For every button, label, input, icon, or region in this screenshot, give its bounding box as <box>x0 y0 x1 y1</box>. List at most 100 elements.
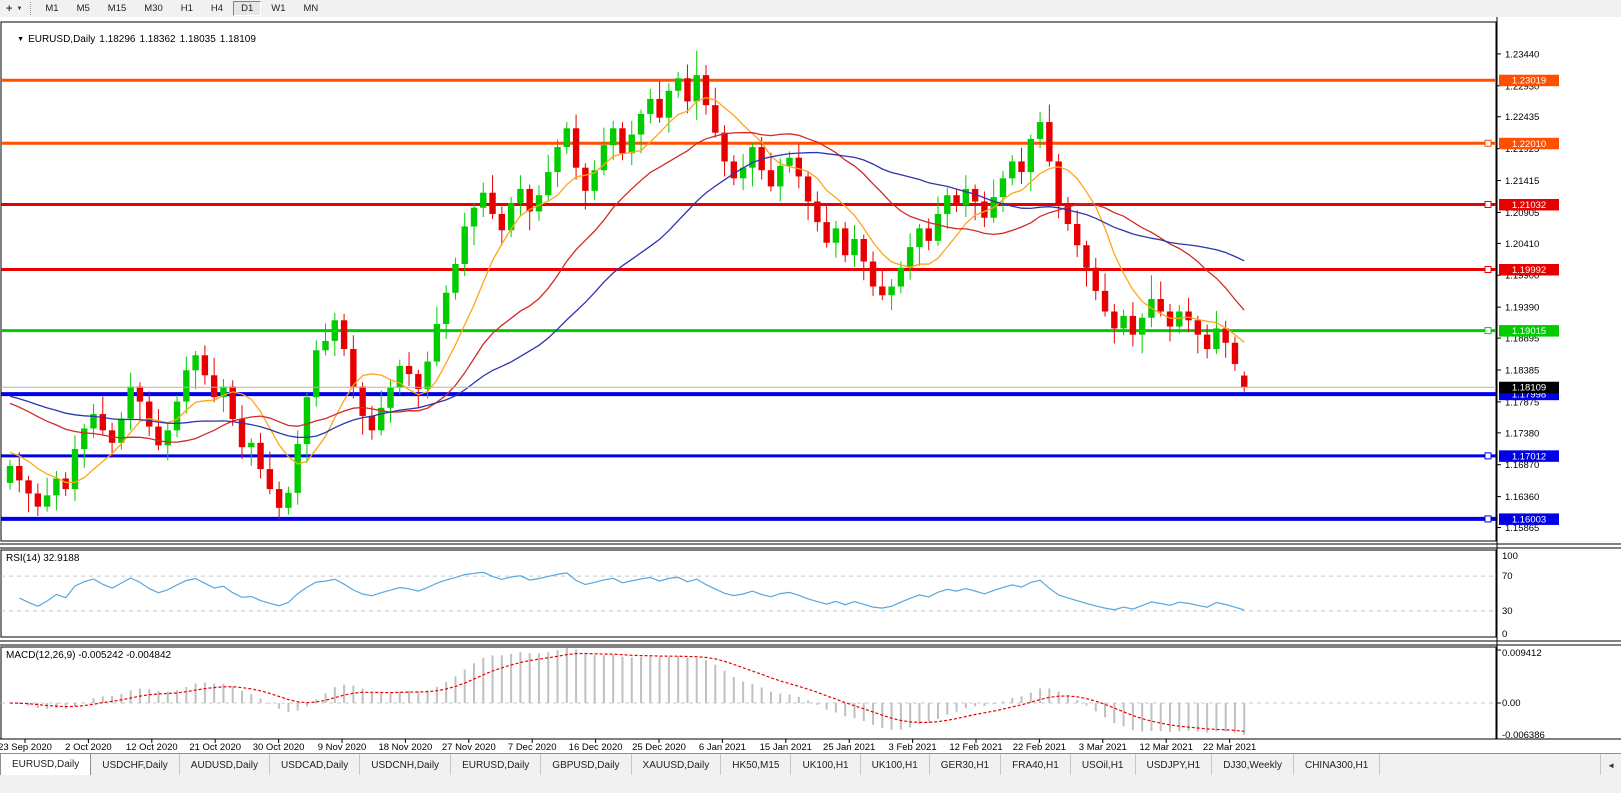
candle-body <box>582 167 589 191</box>
timeframe-button-M30[interactable]: M30 <box>144 3 163 14</box>
date-label: 7 Dec 2020 <box>508 742 557 753</box>
price-line-tag <box>1499 137 1559 150</box>
price-tick-label: 1.19390 <box>1505 303 1539 314</box>
candle-body <box>210 375 218 398</box>
crosshair-tool-icon[interactable]: + <box>6 2 13 15</box>
chart-tab-USDCHF-Daily[interactable]: USDCHF,Daily <box>91 754 180 776</box>
chart-tab-UK100-H1[interactable]: UK100,H1 <box>861 754 930 776</box>
line-endpoint-marker[interactable] <box>1484 327 1492 335</box>
chart-canvas[interactable]: 1.23440 1.22930 1.22435 1.21925 1.21415 1.209… <box>0 17 1621 753</box>
macd-tick-label: 0.00 <box>1502 698 1521 709</box>
chart-tab-USOil-H1[interactable]: USOil,H1 <box>1071 754 1136 776</box>
candle-body <box>378 407 385 431</box>
chart-tab-DJ30-Weekly[interactable]: DJ30,Weekly <box>1212 754 1294 776</box>
candle-body <box>1129 315 1137 335</box>
timeframe-button-M1[interactable]: M1 <box>45 3 59 14</box>
candle-body <box>183 370 190 402</box>
price-line-tag-label: 1.22010 <box>1512 139 1546 150</box>
chart-symbol-period: EURUSD,Daily <box>28 34 96 45</box>
price-line-tag <box>1499 74 1559 87</box>
candle-body <box>285 492 292 508</box>
candle-body <box>981 201 988 218</box>
timeframe-button-M5[interactable]: M5 <box>76 3 90 14</box>
date-label: 15 Jan 2021 <box>760 742 812 753</box>
chart-tab-EURUSD-Daily[interactable]: EURUSD,Daily <box>451 754 542 776</box>
candle-body <box>906 247 914 268</box>
chart-tab-EURUSD-Daily[interactable]: EURUSD,Daily <box>0 753 92 776</box>
timeframe-button-H4[interactable]: H4 <box>210 3 224 14</box>
candle-body <box>53 478 60 496</box>
candle-body <box>1157 299 1164 312</box>
candle-body <box>118 418 125 443</box>
date-label: 12 Oct 2020 <box>126 742 178 753</box>
candle-body <box>693 75 700 102</box>
candle-body <box>396 365 403 388</box>
chart-tab-HK50-M15[interactable]: HK50,M15 <box>721 754 792 776</box>
price-tick-label: 1.20410 <box>1505 239 1539 250</box>
line-endpoint-marker[interactable] <box>1484 139 1492 147</box>
chart-tab-CHINA300-H1[interactable]: CHINA300,H1 <box>1294 754 1381 776</box>
date-label: 16 Dec 2020 <box>569 742 623 753</box>
candle-body <box>461 226 468 264</box>
ohlc-high: 1.18362 <box>139 34 176 45</box>
candle-body <box>220 386 227 398</box>
caret-down-icon[interactable]: ▼ <box>16 5 23 12</box>
tab-scroll-left-icon[interactable]: ◄ <box>1607 760 1615 770</box>
chart-tab-USDCAD-Daily[interactable]: USDCAD,Daily <box>270 754 361 776</box>
chart-tab-XAUUSD-Daily[interactable]: XAUUSD,Daily <box>632 754 722 776</box>
candle-body <box>1064 203 1072 224</box>
date-label: 27 Nov 2020 <box>442 742 496 753</box>
candle-body <box>359 386 366 416</box>
candle-body <box>851 238 858 256</box>
candle-body <box>628 134 635 154</box>
line-endpoint-marker[interactable] <box>1484 515 1492 523</box>
candle-body <box>498 213 506 231</box>
date-label: 23 Sep 2020 <box>0 742 52 753</box>
chart-tab-FRA40-H1[interactable]: FRA40,H1 <box>1001 754 1071 776</box>
timeframe-button-MN[interactable]: MN <box>303 3 319 14</box>
chart-tab-AUDUSD-Daily[interactable]: AUDUSD,Daily <box>180 754 271 776</box>
chart-title: ▼ EURUSD,Daily 1.18296 1.18362 1.18035 1.1810… <box>6 23 260 56</box>
chart-tab-USDCNH-Daily[interactable]: USDCNH,Daily <box>360 754 452 776</box>
chart-tab-GER30-H1[interactable]: GER30,H1 <box>930 754 1002 776</box>
candle-body <box>1074 223 1081 246</box>
candle-body <box>637 113 645 135</box>
line-endpoint-marker[interactable] <box>1484 265 1492 273</box>
candle-body <box>387 387 394 408</box>
price-line-tag-label: 1.17998 <box>1512 390 1546 401</box>
candle-body <box>1083 245 1090 268</box>
candle-body <box>127 386 134 419</box>
candle-body <box>1018 161 1025 173</box>
candle-body <box>507 203 515 231</box>
candle-body <box>1166 311 1174 327</box>
macd-tick-label: 0.009412 <box>1502 648 1542 659</box>
ohlc-open: 1.18296 <box>99 34 136 45</box>
cursor-tool-button[interactable]: + ▼ <box>0 1 26 16</box>
candle-body <box>1213 328 1220 350</box>
timeframe-button-D1[interactable]: D1 <box>233 1 262 16</box>
candle-body <box>248 442 255 448</box>
line-endpoint-marker[interactable] <box>1484 200 1492 208</box>
candle-body <box>275 489 283 508</box>
timeframe-button-W1[interactable]: W1 <box>271 3 286 14</box>
date-label: 30 Oct 2020 <box>253 742 305 753</box>
candle-body <box>25 480 32 494</box>
rsi-panel-frame <box>0 549 1497 638</box>
price-tick-label: 1.19900 <box>1505 271 1539 282</box>
candle-body <box>739 167 747 179</box>
candle-body <box>665 90 673 118</box>
candle-body <box>619 128 626 154</box>
timeframe-button-M15[interactable]: M15 <box>107 3 127 14</box>
date-label: 22 Mar 2021 <box>1203 742 1256 753</box>
line-endpoint-marker[interactable] <box>1484 452 1492 460</box>
candle-body <box>1111 311 1118 329</box>
candle-body <box>842 228 849 256</box>
chart-tab-UK100-H1[interactable]: UK100,H1 <box>791 754 861 776</box>
chart-tab-USDJPY-H1[interactable]: USDJPY,H1 <box>1136 754 1213 776</box>
chart-title-collapse-icon[interactable]: ▼ <box>17 36 25 43</box>
moving-average-slow <box>9 151 1245 439</box>
price-line-tag-label: 1.19015 <box>1512 326 1546 337</box>
tab-scroll-left-button[interactable]: ◄ <box>1600 754 1621 776</box>
timeframe-button-H1[interactable]: H1 <box>180 3 193 14</box>
chart-tab-GBPUSD-Daily[interactable]: GBPUSD,Daily <box>541 754 632 776</box>
